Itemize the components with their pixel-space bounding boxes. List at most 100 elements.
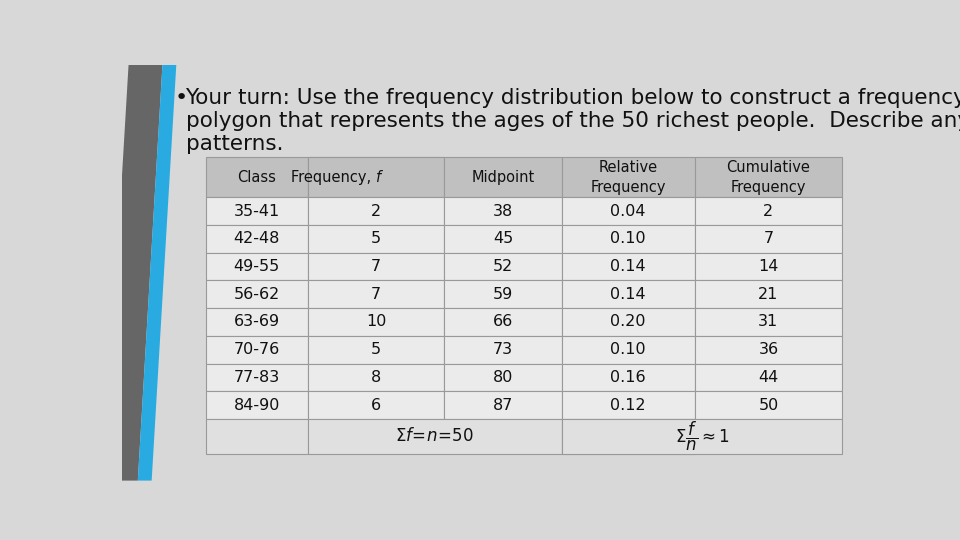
Text: 38: 38: [493, 204, 514, 219]
Bar: [205, 197, 308, 225]
Bar: [308, 253, 444, 280]
Text: 8: 8: [371, 370, 381, 385]
Text: 2: 2: [763, 204, 774, 219]
Bar: [205, 308, 308, 336]
Text: 42-48: 42-48: [233, 231, 280, 246]
Text: 0.20: 0.20: [611, 314, 646, 329]
Text: 5: 5: [372, 342, 381, 357]
Bar: [308, 225, 444, 253]
Text: Your turn: Use the frequency distribution below to construct a frequency: Your turn: Use the frequency distributio…: [185, 88, 960, 108]
Polygon shape: [104, 65, 162, 481]
Text: 77-83: 77-83: [233, 370, 280, 385]
Bar: [694, 363, 842, 392]
Text: Cumulative
Frequency: Cumulative Frequency: [727, 160, 810, 194]
Bar: [694, 225, 842, 253]
Text: 6: 6: [372, 397, 381, 413]
Bar: [205, 419, 308, 454]
Bar: [444, 363, 562, 392]
Bar: [308, 157, 444, 197]
Bar: [444, 280, 562, 308]
Bar: [308, 336, 444, 363]
Text: 52: 52: [493, 259, 514, 274]
Bar: [694, 280, 842, 308]
Text: polygon that represents the ages of the 50 richest people.  Describe any: polygon that represents the ages of the …: [185, 111, 960, 131]
Text: 0.04: 0.04: [611, 204, 646, 219]
Text: 5: 5: [372, 231, 381, 246]
Bar: [444, 157, 562, 197]
Text: 50: 50: [758, 397, 779, 413]
Bar: [694, 253, 842, 280]
Bar: [694, 392, 842, 419]
Bar: [308, 419, 562, 454]
Text: 0.14: 0.14: [611, 259, 646, 274]
Bar: [205, 280, 308, 308]
Text: Frequency,: Frequency,: [292, 170, 376, 185]
Text: 56-62: 56-62: [233, 287, 280, 302]
Text: 35-41: 35-41: [233, 204, 280, 219]
Text: 0.12: 0.12: [611, 397, 646, 413]
Bar: [694, 157, 842, 197]
Text: Midpoint: Midpoint: [471, 170, 535, 185]
Bar: [444, 253, 562, 280]
Bar: [562, 363, 694, 392]
Text: 0.14: 0.14: [611, 287, 646, 302]
Text: 70-76: 70-76: [233, 342, 280, 357]
Bar: [308, 157, 444, 197]
Bar: [694, 336, 842, 363]
Bar: [444, 336, 562, 363]
Text: 31: 31: [758, 314, 779, 329]
Text: $\Sigma\dfrac{f}{n} \approx 1$: $\Sigma\dfrac{f}{n} \approx 1$: [675, 420, 730, 453]
Text: 0.16: 0.16: [611, 370, 646, 385]
Bar: [308, 280, 444, 308]
Bar: [562, 392, 694, 419]
Bar: [205, 392, 308, 419]
Text: 45: 45: [493, 231, 514, 246]
Bar: [205, 157, 308, 197]
Text: 2: 2: [372, 204, 381, 219]
Bar: [562, 157, 694, 197]
Bar: [444, 308, 562, 336]
Bar: [562, 419, 842, 454]
Text: 44: 44: [758, 370, 779, 385]
Text: 7: 7: [763, 231, 774, 246]
Text: 80: 80: [492, 370, 514, 385]
Bar: [444, 392, 562, 419]
Text: 0.10: 0.10: [611, 231, 646, 246]
Polygon shape: [138, 65, 177, 481]
Bar: [562, 280, 694, 308]
Bar: [562, 419, 694, 454]
Text: 10: 10: [366, 314, 386, 329]
Text: 7: 7: [372, 259, 381, 274]
Bar: [562, 308, 694, 336]
Text: 84-90: 84-90: [233, 397, 280, 413]
Text: 73: 73: [493, 342, 514, 357]
Bar: [444, 225, 562, 253]
Bar: [562, 336, 694, 363]
Bar: [694, 308, 842, 336]
Bar: [562, 197, 694, 225]
Text: 66: 66: [493, 314, 514, 329]
Text: 59: 59: [493, 287, 514, 302]
Bar: [308, 197, 444, 225]
Text: 14: 14: [758, 259, 779, 274]
Bar: [444, 197, 562, 225]
Text: 7: 7: [372, 287, 381, 302]
Bar: [308, 363, 444, 392]
Bar: [205, 225, 308, 253]
Bar: [308, 308, 444, 336]
Bar: [694, 197, 842, 225]
Bar: [562, 253, 694, 280]
Bar: [562, 225, 694, 253]
Text: •: •: [175, 88, 188, 108]
Text: $\Sigma f\!=\! n\!=\!50$: $\Sigma f\!=\! n\!=\!50$: [396, 427, 474, 446]
Text: 87: 87: [492, 397, 514, 413]
Text: 63-69: 63-69: [233, 314, 279, 329]
Bar: [205, 363, 308, 392]
Text: 0.10: 0.10: [611, 342, 646, 357]
Text: 21: 21: [758, 287, 779, 302]
Text: 49-55: 49-55: [233, 259, 280, 274]
Bar: [205, 336, 308, 363]
Text: 36: 36: [758, 342, 779, 357]
Text: patterns.: patterns.: [185, 134, 283, 154]
Bar: [205, 253, 308, 280]
